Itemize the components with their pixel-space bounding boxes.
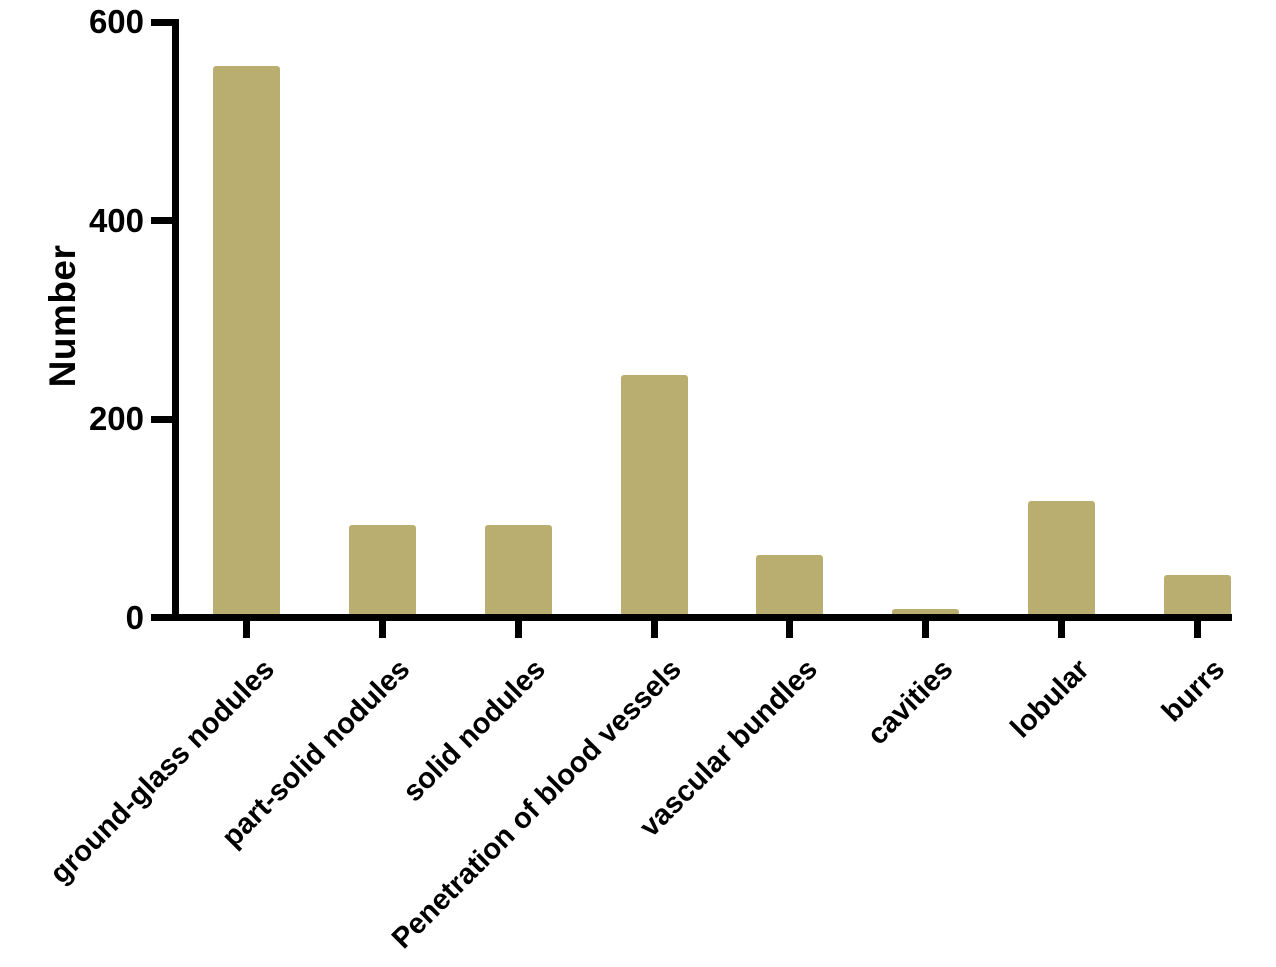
y-axis-tick-label: 600 [88, 3, 144, 40]
bar-penetration-of-blood-vessels [620, 375, 688, 614]
x-axis-tick [1057, 621, 1065, 638]
y-axis-title: Number [42, 244, 83, 388]
x-axis-tick [243, 621, 251, 638]
bar-slot: vascular bundles [634, 22, 858, 843]
x-axis-label: ground-glass nodules [43, 653, 281, 891]
x-axis-line [165, 614, 1232, 621]
x-axis-tick [514, 621, 522, 638]
bar-slot: cavities [858, 22, 994, 751]
x-axis-label: burrs [1155, 653, 1232, 729]
y-axis-tick-label: 0 [125, 598, 144, 636]
bar-ground-glass-nodules [213, 66, 281, 614]
bar-lobular [1027, 500, 1095, 614]
y-axis-line [172, 19, 179, 621]
x-axis-label: Penetration of blood vessels [386, 653, 689, 956]
bar-burrs [1163, 574, 1231, 614]
x-axis-label: solid nodules [397, 653, 553, 809]
bar-vascular-bundles [756, 554, 824, 614]
bar-slot: ground-glass nodules [44, 22, 315, 890]
x-axis-tick [650, 621, 658, 638]
bar-cavities [892, 609, 960, 614]
bar-solid-nodules [484, 525, 552, 614]
x-axis-tick [922, 621, 930, 638]
plot-area: ground-glass nodules part-solid nodules so… [44, 22, 1265, 955]
y-axis-tick [151, 614, 179, 621]
x-axis-label: cavities [861, 653, 960, 752]
bar-slot: lobular [994, 22, 1130, 744]
y-axis-tick-label: 400 [88, 201, 144, 239]
x-axis-tick [379, 621, 387, 638]
bar-slot: Penetration of blood vessels [386, 22, 722, 955]
bar-part-solid-nodules [349, 525, 417, 614]
x-axis-tick [1193, 621, 1201, 638]
bar-slot: solid nodules [398, 22, 587, 808]
y-axis-tick [151, 415, 179, 423]
bar-slot: part-solid nodules [216, 22, 451, 854]
x-axis-label: lobular [1004, 653, 1096, 745]
y-axis-tick [151, 217, 179, 224]
y-axis-tick [151, 18, 179, 26]
bar-slot: burrs [1129, 22, 1265, 728]
y-axis-tick-label: 200 [88, 400, 144, 437]
x-axis-tick [786, 621, 794, 638]
